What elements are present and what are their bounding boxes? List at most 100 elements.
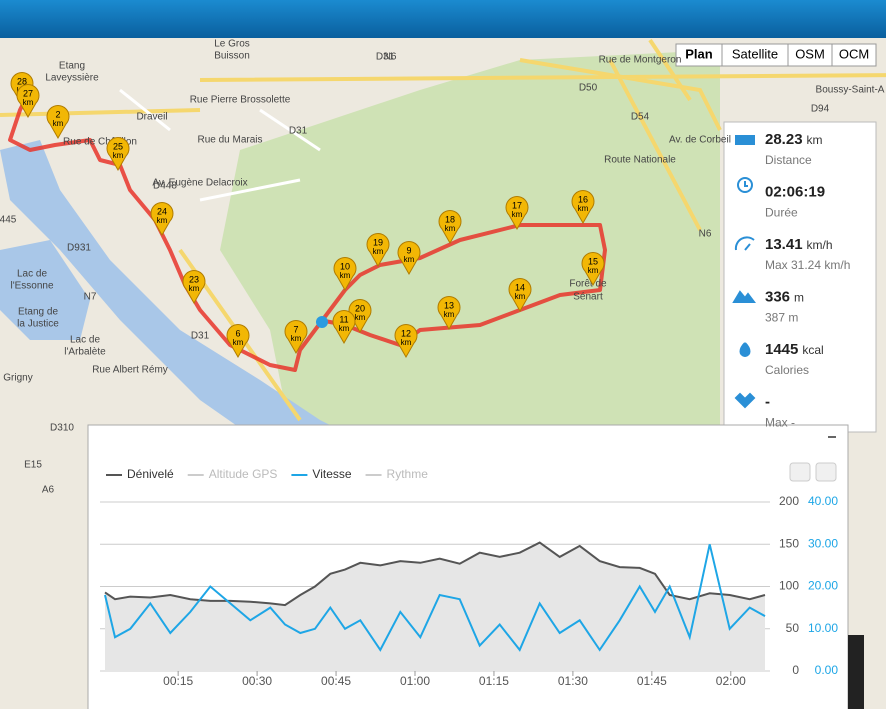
km-marker-unit: km xyxy=(515,292,526,301)
place-label: Rue de Montgeron xyxy=(599,55,682,66)
place-label: Rue du Marais xyxy=(197,135,262,146)
km-marker xyxy=(16,84,40,119)
place-label: N7 xyxy=(84,292,97,303)
km-marker-unit: km xyxy=(113,151,124,160)
km-marker-number: 13 xyxy=(444,300,454,310)
download-button[interactable] xyxy=(815,462,837,482)
y2-tick-label: 10.00 xyxy=(808,621,838,635)
stats-panel xyxy=(723,121,877,433)
place-label: 445 xyxy=(0,215,17,226)
place-label: Forêt de xyxy=(569,279,607,290)
km-marker xyxy=(46,105,70,140)
place-label: N6 xyxy=(384,52,397,63)
km-marker-unit: km xyxy=(401,338,412,347)
km-marker-number: 20 xyxy=(355,303,365,313)
km-marker-unit: km xyxy=(444,310,455,319)
km-marker xyxy=(508,278,532,313)
place-label: D310 xyxy=(50,423,74,434)
y-tick-label: 150 xyxy=(779,536,799,550)
map-type-label[interactable]: Satellite xyxy=(732,46,778,61)
km-marker xyxy=(182,270,206,305)
map-type-button[interactable] xyxy=(831,43,877,67)
map-type-label[interactable]: OCM xyxy=(839,46,869,61)
place-label: Lac de xyxy=(17,269,47,280)
print-button[interactable] xyxy=(789,462,811,482)
place-label: D54 xyxy=(631,112,650,123)
x-tick-label: 02:00 xyxy=(716,674,746,688)
x-tick-label: 00:15 xyxy=(163,674,193,688)
place-label: Sénart xyxy=(573,292,603,303)
lake xyxy=(0,240,90,340)
legend-label[interactable]: Altitude GPS xyxy=(209,467,278,481)
legend-label[interactable]: Vitesse xyxy=(312,467,351,481)
km-marker xyxy=(437,296,461,331)
km-marker-number: 24 xyxy=(157,206,167,216)
km-marker-number: 17 xyxy=(512,200,522,210)
stat-icon xyxy=(739,342,751,358)
x-tick-label: 00:30 xyxy=(242,674,272,688)
legend-label[interactable]: Rythme xyxy=(387,467,429,481)
place-label: Buisson xyxy=(214,51,250,62)
roads xyxy=(0,38,886,422)
km-marker xyxy=(106,137,130,172)
place-label: Etang de xyxy=(18,307,58,318)
km-marker-number: 10 xyxy=(340,261,350,271)
km-marker-number: 25 xyxy=(113,141,123,151)
stat-value: 336 xyxy=(765,288,790,305)
stat-label: Max 31.24 km/h xyxy=(765,258,850,272)
x-tick-label: 01:15 xyxy=(479,674,509,688)
y-tick-label: 50 xyxy=(786,621,800,635)
x-tick-label: 01:45 xyxy=(637,674,667,688)
km-marker xyxy=(571,190,595,225)
km-marker xyxy=(226,324,250,359)
x-tick-label: 00:45 xyxy=(321,674,351,688)
stat-label: 387 m xyxy=(765,311,798,325)
map-type-label[interactable]: OSM xyxy=(795,46,825,61)
place-label: Av. Eugène Delacroix xyxy=(152,178,247,189)
km-marker-unit: km xyxy=(233,338,244,347)
top-bar xyxy=(0,0,886,38)
km-marker-number: 14 xyxy=(515,282,525,292)
y2-tick-label: 40.00 xyxy=(808,494,838,508)
stat-icon xyxy=(732,290,756,303)
stat-value: 28.23 xyxy=(765,131,803,148)
km-marker xyxy=(581,252,605,287)
y-tick-label: 200 xyxy=(779,494,799,508)
km-marker xyxy=(332,310,356,345)
stat-icon xyxy=(735,135,755,145)
minimize[interactable] xyxy=(828,436,836,438)
stat-label: Calories xyxy=(765,363,809,377)
y2-tick-label: 30.00 xyxy=(808,536,838,550)
y-tick-label: 0 xyxy=(792,663,799,677)
km-marker-unit: km xyxy=(53,119,64,128)
place-label: E15 xyxy=(24,460,42,471)
place-label: l'Essonne xyxy=(10,281,53,292)
place-label: Route Nationale xyxy=(604,155,676,166)
map-type-label[interactable]: Plan xyxy=(685,46,713,61)
river xyxy=(0,140,400,470)
km-marker-unit: km xyxy=(291,334,302,343)
stat-value: 1445 xyxy=(765,341,798,358)
place-label: Laveyssière xyxy=(45,73,99,84)
km-marker-number: 12 xyxy=(401,328,411,338)
km-marker xyxy=(284,320,308,355)
stat-label: Max - xyxy=(765,416,795,430)
start-point xyxy=(316,316,328,328)
km-marker-number: 6 xyxy=(235,328,240,338)
legend-label[interactable]: Dénivelé xyxy=(127,467,174,481)
place-label: Boussy-Saint-A xyxy=(816,85,885,96)
place-label: Rue de Châtillon xyxy=(63,137,137,148)
stat-unit: km xyxy=(807,133,823,147)
km-marker-unit: km xyxy=(339,324,350,333)
km-marker-number: 19 xyxy=(373,237,383,247)
place-label: D50 xyxy=(579,83,598,94)
km-marker-number: 16 xyxy=(578,194,588,204)
y2-tick-label: 0.00 xyxy=(815,663,839,677)
line xyxy=(104,541,766,607)
stats-bg xyxy=(723,121,877,433)
streets xyxy=(119,88,321,202)
stat-value: 13.41 xyxy=(765,236,803,253)
km-marker-number: 28 xyxy=(17,76,27,86)
